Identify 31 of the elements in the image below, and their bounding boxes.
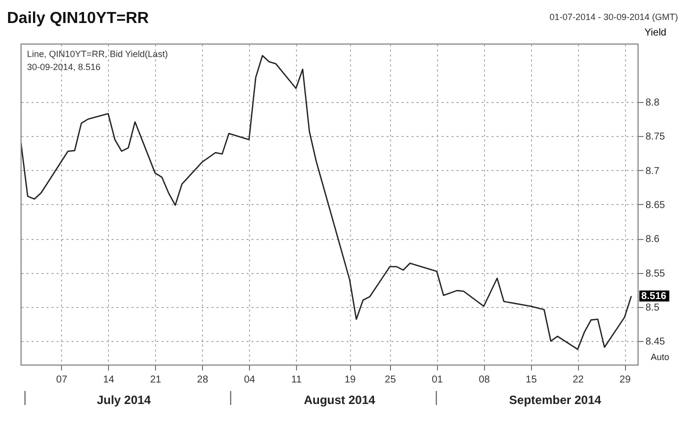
y-tick-label: 8.6 (646, 234, 660, 246)
y-tick-label: 8.75 (646, 132, 666, 143)
x-tick-label: 01 (432, 374, 444, 386)
x-tick-label: 15 (526, 374, 538, 386)
x-tick-label: 22 (572, 374, 584, 386)
annotation: Line, QIN10YT=RR, Bid Yield(Last) (27, 49, 168, 59)
x-tick-label: 19 (344, 374, 356, 386)
text: July 2014 (96, 393, 152, 407)
y-tick-label: 8.5 (646, 302, 660, 314)
x-tick-label: 29 (620, 374, 632, 386)
y-axis-title: Yield (644, 28, 666, 38)
x-tick-label: 28 (197, 374, 209, 386)
text: September 2014 (509, 393, 602, 407)
y-tick-label: 8.55 (646, 268, 666, 280)
chart-title: Daily QIN10YT=RR (7, 10, 150, 27)
annotation: 8.516 (641, 291, 667, 302)
text: Auto (650, 352, 670, 362)
x-tick-label: 11 (291, 374, 302, 386)
x-tick-label: 07 (56, 374, 68, 386)
y-tick-label: 8.45 (646, 336, 666, 348)
y-tick-label: 8.8 (646, 98, 660, 109)
x-tick-label: 21 (150, 374, 162, 386)
x-tick-label: 04 (244, 374, 256, 386)
text: August 2014 (304, 393, 376, 407)
x-tick-label: 14 (103, 374, 115, 386)
annotation: 30-09-2014, 8.516 (27, 62, 101, 72)
chart-subtitle: 01-07-2014 - 30-09-2014 (GMT) (549, 12, 678, 22)
x-tick-label: 08 (478, 374, 490, 386)
x-tick-label: 25 (384, 374, 396, 386)
y-tick-label: 8.7 (646, 166, 660, 177)
y-tick-label: 8.65 (646, 200, 666, 211)
